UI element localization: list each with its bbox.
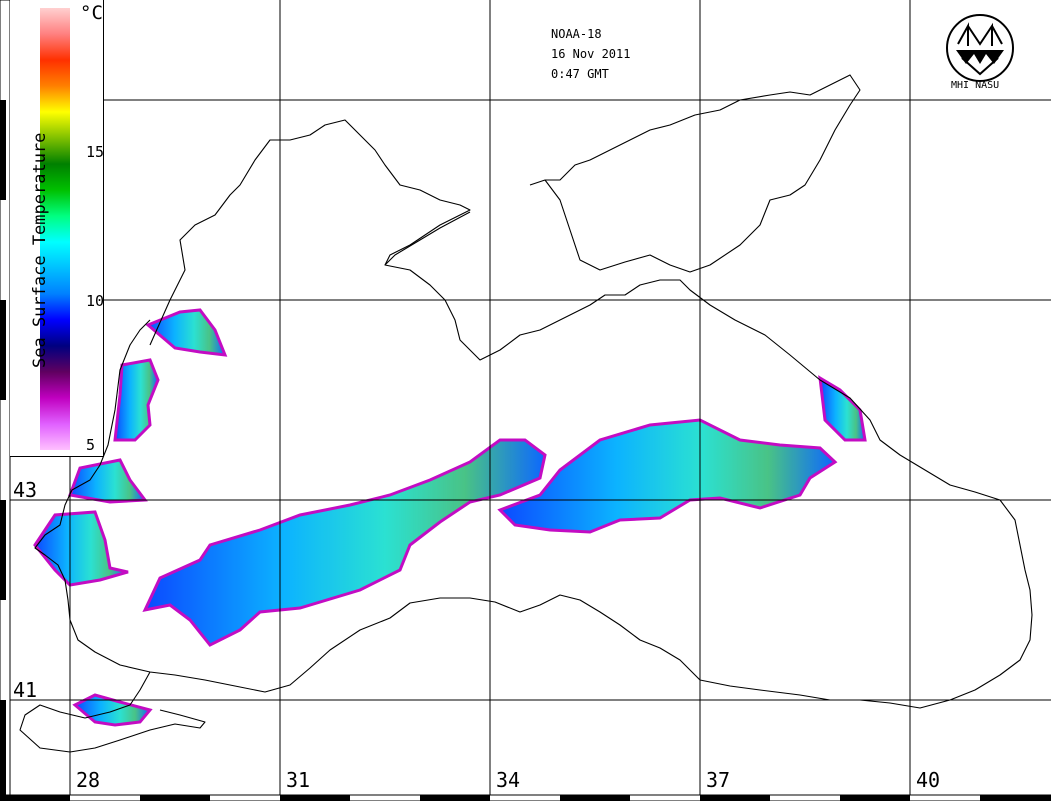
lon-label-34: 34: [496, 768, 521, 792]
mhi-nasu-logo-icon: [946, 14, 1014, 82]
sst-patch-main-east: [497, 418, 838, 534]
coastline: [19, 74, 1033, 753]
legend-unit: °C: [80, 2, 103, 24]
sst-patch-coast-mid: [67, 458, 148, 504]
coastline-east: [34, 319, 1033, 709]
acquisition-date: 16 Nov 2011: [551, 47, 631, 61]
graticule: [10, 0, 1051, 795]
image-metadata: NOAA-18 16 Nov 2011 0:47 GMT: [551, 24, 630, 84]
sst-patch-georgia: [818, 375, 867, 442]
legend-tick-15: 15: [86, 143, 105, 161]
sst-patch-main-west: [142, 438, 547, 647]
lat-label-41: 41: [13, 678, 38, 702]
lon-label-40: 40: [916, 768, 941, 792]
satellite-name: NOAA-18: [551, 27, 602, 41]
sst-patch-odessa: [145, 308, 228, 357]
sst-patch-marmara: [72, 693, 153, 727]
legend-title: Sea Surface Temperature: [30, 132, 50, 368]
color-scale-bar: [40, 8, 70, 450]
legend-tick-10: 10: [86, 292, 105, 310]
temperature-legend: °C Sea Surface Temperature 15 10 5: [10, 0, 104, 457]
logo-label: MHI NASU: [951, 80, 1000, 91]
sst-patch-coast-north: [113, 358, 160, 442]
coastline-west-north: [149, 119, 821, 381]
coastline-crimea: [384, 211, 471, 266]
lon-label-37: 37: [706, 768, 731, 792]
lat-label-43: 43: [13, 478, 38, 502]
coastline-bosphorus: [19, 671, 206, 753]
lon-label-28: 28: [76, 768, 101, 792]
acquisition-time: 0:47 GMT: [551, 67, 609, 81]
coastline-azov: [529, 74, 861, 273]
sst-patch-bulgaria: [33, 510, 129, 587]
legend-tick-5: 5: [86, 436, 96, 454]
sst-patches: [33, 308, 867, 727]
lon-label-31: 31: [286, 768, 311, 792]
